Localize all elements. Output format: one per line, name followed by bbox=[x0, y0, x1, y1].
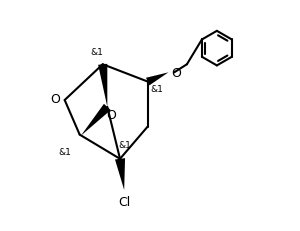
Polygon shape bbox=[81, 104, 111, 136]
Text: &1: &1 bbox=[118, 141, 131, 150]
Polygon shape bbox=[115, 158, 125, 190]
Polygon shape bbox=[146, 73, 168, 86]
Text: O: O bbox=[171, 67, 181, 79]
Text: Cl: Cl bbox=[118, 195, 131, 208]
Text: &1: &1 bbox=[58, 148, 71, 157]
Text: &1: &1 bbox=[151, 85, 164, 94]
Text: &1: &1 bbox=[91, 48, 103, 57]
Text: O: O bbox=[50, 93, 60, 106]
Text: O: O bbox=[106, 109, 116, 122]
Polygon shape bbox=[98, 64, 107, 107]
